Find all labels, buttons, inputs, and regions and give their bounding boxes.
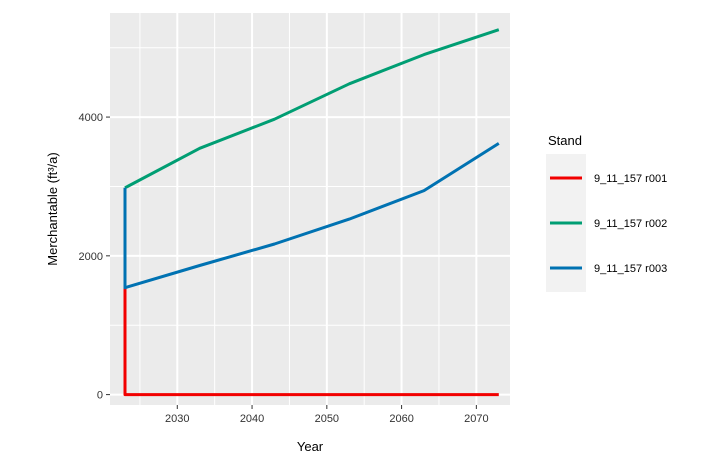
legend-label-2: 9_11_157 r002	[594, 218, 667, 230]
y-tick-label: 4000	[79, 112, 103, 124]
x-tick-label: 2050	[315, 413, 339, 425]
x-axis: 2030 2040 2050 2060 2070	[165, 405, 489, 425]
legend-items: 9_11_157 r001 9_11_157 r002 9_11_157 r003	[550, 173, 667, 275]
y-tick-label: 2000	[79, 251, 103, 263]
series-line-1	[123, 286, 499, 397]
y-axis-title: Merchantable (ft³/a)	[45, 152, 60, 265]
x-tick-label: 2040	[240, 413, 264, 425]
y-axis: 0 2000 4000	[79, 112, 110, 402]
x-axis-title: Year	[297, 439, 324, 454]
x-tick-label: 2030	[165, 413, 189, 425]
series-layer	[123, 28, 500, 397]
legend-title: Stand	[548, 133, 582, 148]
legend-label-3: 9_11_157 r003	[594, 263, 667, 275]
series-line-2	[124, 28, 500, 190]
x-tick-label: 2060	[389, 413, 413, 425]
series-line-3	[123, 142, 500, 290]
x-tick-label: 2070	[464, 413, 488, 425]
plot-panel	[110, 13, 510, 405]
y-tick-label: 0	[97, 390, 103, 402]
legend-label-1: 9_11_157 r001	[594, 173, 667, 185]
